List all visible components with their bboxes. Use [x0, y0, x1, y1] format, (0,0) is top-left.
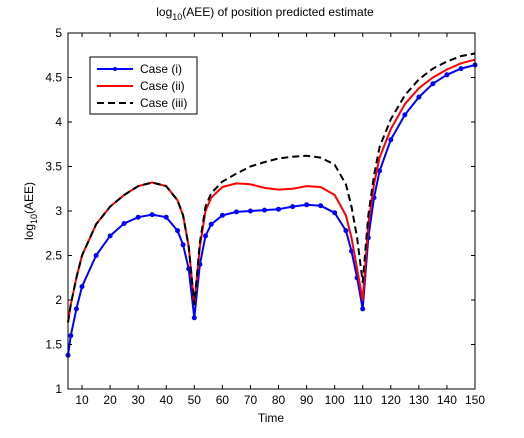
y-axis-label: log10(AEE) — [22, 182, 39, 240]
series-point — [93, 253, 99, 258]
x-tick-label: 150 — [465, 393, 485, 407]
x-tick-label: 70 — [244, 393, 258, 407]
x-tick-label: 30 — [131, 393, 145, 407]
y-tick-label: 3 — [55, 204, 62, 218]
series-point — [416, 94, 422, 100]
series-point — [388, 137, 394, 143]
legend-label: Case (iii) — [140, 96, 187, 110]
y-tick-label: 2 — [55, 293, 62, 307]
x-tick-label: 110 — [353, 393, 372, 407]
y-tick-label: 1 — [55, 382, 62, 396]
series-point — [121, 221, 127, 226]
legend-label: Case (i) — [140, 62, 182, 76]
x-tick-label: 60 — [216, 393, 230, 407]
x-tick-label: 40 — [160, 393, 174, 407]
series-point — [208, 221, 214, 227]
series-point — [191, 315, 197, 321]
legend-label: Case (ii) — [140, 79, 185, 93]
series-point — [247, 208, 253, 214]
series-point — [219, 212, 225, 218]
series-point — [203, 233, 208, 239]
series-point — [332, 210, 338, 216]
x-tick-label: 100 — [325, 393, 345, 407]
y-tick-label: 1.5 — [45, 338, 62, 352]
series-point — [304, 202, 310, 208]
x-tick-label: 90 — [300, 393, 314, 407]
series-layer — [65, 52, 478, 358]
y-tick-label: 5 — [55, 26, 62, 40]
series-point — [149, 212, 155, 218]
series-point — [430, 81, 436, 87]
series-point — [343, 228, 349, 234]
series-point — [444, 72, 450, 78]
series-point — [402, 112, 408, 118]
series-point — [360, 306, 366, 312]
series-point — [458, 66, 464, 72]
series-point — [163, 214, 169, 220]
x-tick-label: 140 — [437, 393, 457, 407]
series-point — [79, 284, 85, 290]
y-tick-label: 4 — [55, 115, 62, 129]
series-point — [68, 333, 74, 339]
series-point — [377, 168, 383, 174]
series-point — [73, 306, 79, 312]
legend-marker — [113, 67, 117, 71]
x-tick-label: 20 — [103, 393, 117, 407]
x-axis-label: Time — [258, 411, 285, 425]
series-point — [135, 214, 141, 220]
x-tick-label: 50 — [188, 393, 202, 407]
series-point — [262, 207, 267, 213]
series-line-2 — [67, 58, 476, 323]
series-point — [318, 203, 324, 209]
y-tick-label: 2.5 — [45, 249, 62, 263]
y-tick-label: 3.5 — [45, 160, 62, 174]
x-tick-label: 80 — [272, 393, 286, 407]
ticks-layer: 10 20 30 40 50 60 70 80 90 100 110 120 130 140 150 1 1.5… — [45, 26, 485, 407]
series-point — [107, 233, 113, 239]
legend: Case (i) Case (ii) Case (iii) — [89, 56, 198, 115]
x-tick-label: 10 — [75, 393, 89, 407]
series-point — [175, 228, 180, 234]
chart-title: log10(AEE) of position predicted estimat… — [156, 5, 374, 22]
y-tick-label: 4.5 — [45, 71, 62, 85]
series-point — [233, 209, 239, 215]
series-line-1 — [67, 64, 476, 356]
x-tick-label: 120 — [381, 393, 401, 407]
series-point — [276, 206, 281, 212]
x-tick-label: 130 — [409, 393, 429, 407]
series-point — [180, 242, 186, 248]
series-point — [290, 204, 296, 210]
